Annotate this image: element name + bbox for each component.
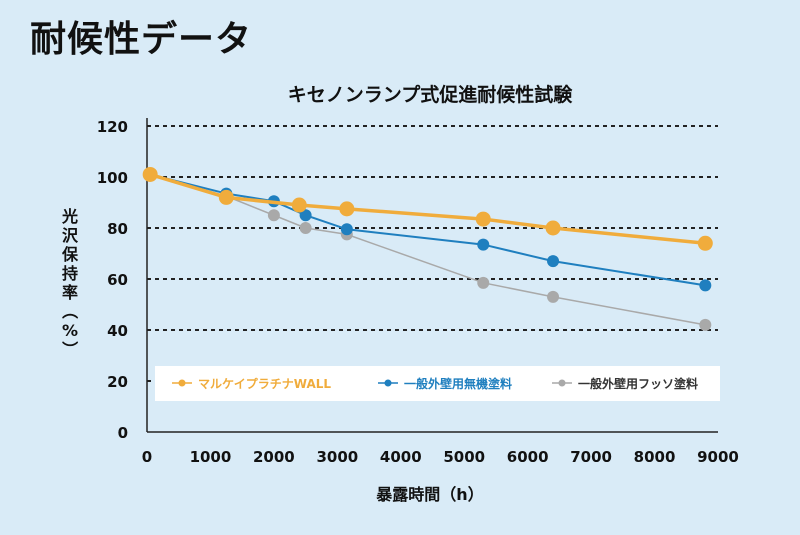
y-tick-60: 60	[107, 271, 128, 289]
y-tick-120: 120	[97, 118, 128, 136]
legend-box	[155, 366, 720, 401]
x-tick-2000: 2000	[253, 448, 295, 466]
data-point	[291, 197, 307, 213]
legend-swatch-dot	[558, 379, 566, 387]
y-tick-80: 80	[107, 220, 128, 238]
x-axis-label: 暴露時間（h）	[375, 485, 483, 504]
y-tick-40: 40	[107, 322, 128, 340]
y-axis-label-char: 持	[62, 264, 78, 283]
y-axis-label-char: 保	[61, 245, 79, 264]
grid-lines	[147, 125, 718, 382]
x-tick-6000: 6000	[507, 448, 549, 466]
data-point	[697, 235, 713, 251]
legend-item-1[interactable]: 一般外壁用無機塗料	[378, 376, 512, 391]
data-point	[547, 255, 560, 268]
data-point	[475, 211, 491, 227]
x-tick-8000: 8000	[634, 448, 676, 466]
data-point	[699, 279, 712, 292]
data-point	[142, 166, 158, 182]
y-axis-label-char: ）	[60, 341, 79, 357]
data-point	[218, 189, 234, 205]
data-point	[299, 222, 312, 234]
data-point	[340, 223, 353, 236]
series-line-1	[149, 173, 706, 287]
x-tick-0: 0	[142, 448, 152, 466]
y-axis-label-char: 光	[61, 207, 78, 226]
x-tick-4000: 4000	[380, 448, 422, 466]
y-axis-label-char: 率	[62, 283, 78, 302]
x-tick-3000: 3000	[316, 448, 358, 466]
y-axis-label-char: （	[60, 303, 79, 319]
y-tick-100: 100	[97, 169, 128, 187]
legend-item-2[interactable]: 一般外壁用フッソ塗料	[552, 376, 698, 391]
y-axis-label-char: 沢	[62, 226, 79, 245]
data-point	[545, 220, 561, 236]
x-tick-1000: 1000	[190, 448, 232, 466]
legend[interactable]: マルケイプラチナWALL 一般外壁用無機塗料 一般外壁用フッソ塗料	[155, 366, 720, 401]
data-point	[547, 290, 560, 303]
y-tick-20: 20	[107, 373, 128, 391]
data-point	[699, 318, 712, 331]
legend-label: マルケイプラチナWALL	[198, 376, 331, 391]
data-point	[339, 201, 355, 217]
legend-swatch-dot	[384, 379, 392, 387]
series-1	[144, 168, 712, 292]
data-point	[299, 209, 312, 222]
page-title: 耐候性データ	[30, 19, 253, 60]
series-0	[142, 166, 713, 251]
legend-item-0[interactable]: マルケイプラチナWALL	[172, 376, 331, 391]
data-point	[267, 209, 280, 222]
x-tick-5000: 5000	[443, 448, 485, 466]
series-layer	[142, 166, 713, 331]
data-point	[477, 276, 490, 289]
chart-title: キセノンランプ式促進耐候性試験	[288, 83, 573, 106]
legend-swatch-dot	[178, 379, 186, 387]
data-point	[477, 238, 490, 251]
legend-label: 一般外壁用無機塗料	[404, 376, 512, 391]
x-tick-9000: 9000	[697, 448, 739, 466]
series-line-0	[149, 172, 706, 246]
y-axis-label-char: %	[62, 321, 78, 340]
tick-labels: 0 20 40 60 80 100 120 0 1000 2000 3000 4000 5000 6000…	[97, 118, 739, 466]
legend-label: 一般外壁用フッソ塗料	[578, 376, 698, 391]
y-tick-0: 0	[118, 424, 128, 442]
x-tick-7000: 7000	[570, 448, 612, 466]
